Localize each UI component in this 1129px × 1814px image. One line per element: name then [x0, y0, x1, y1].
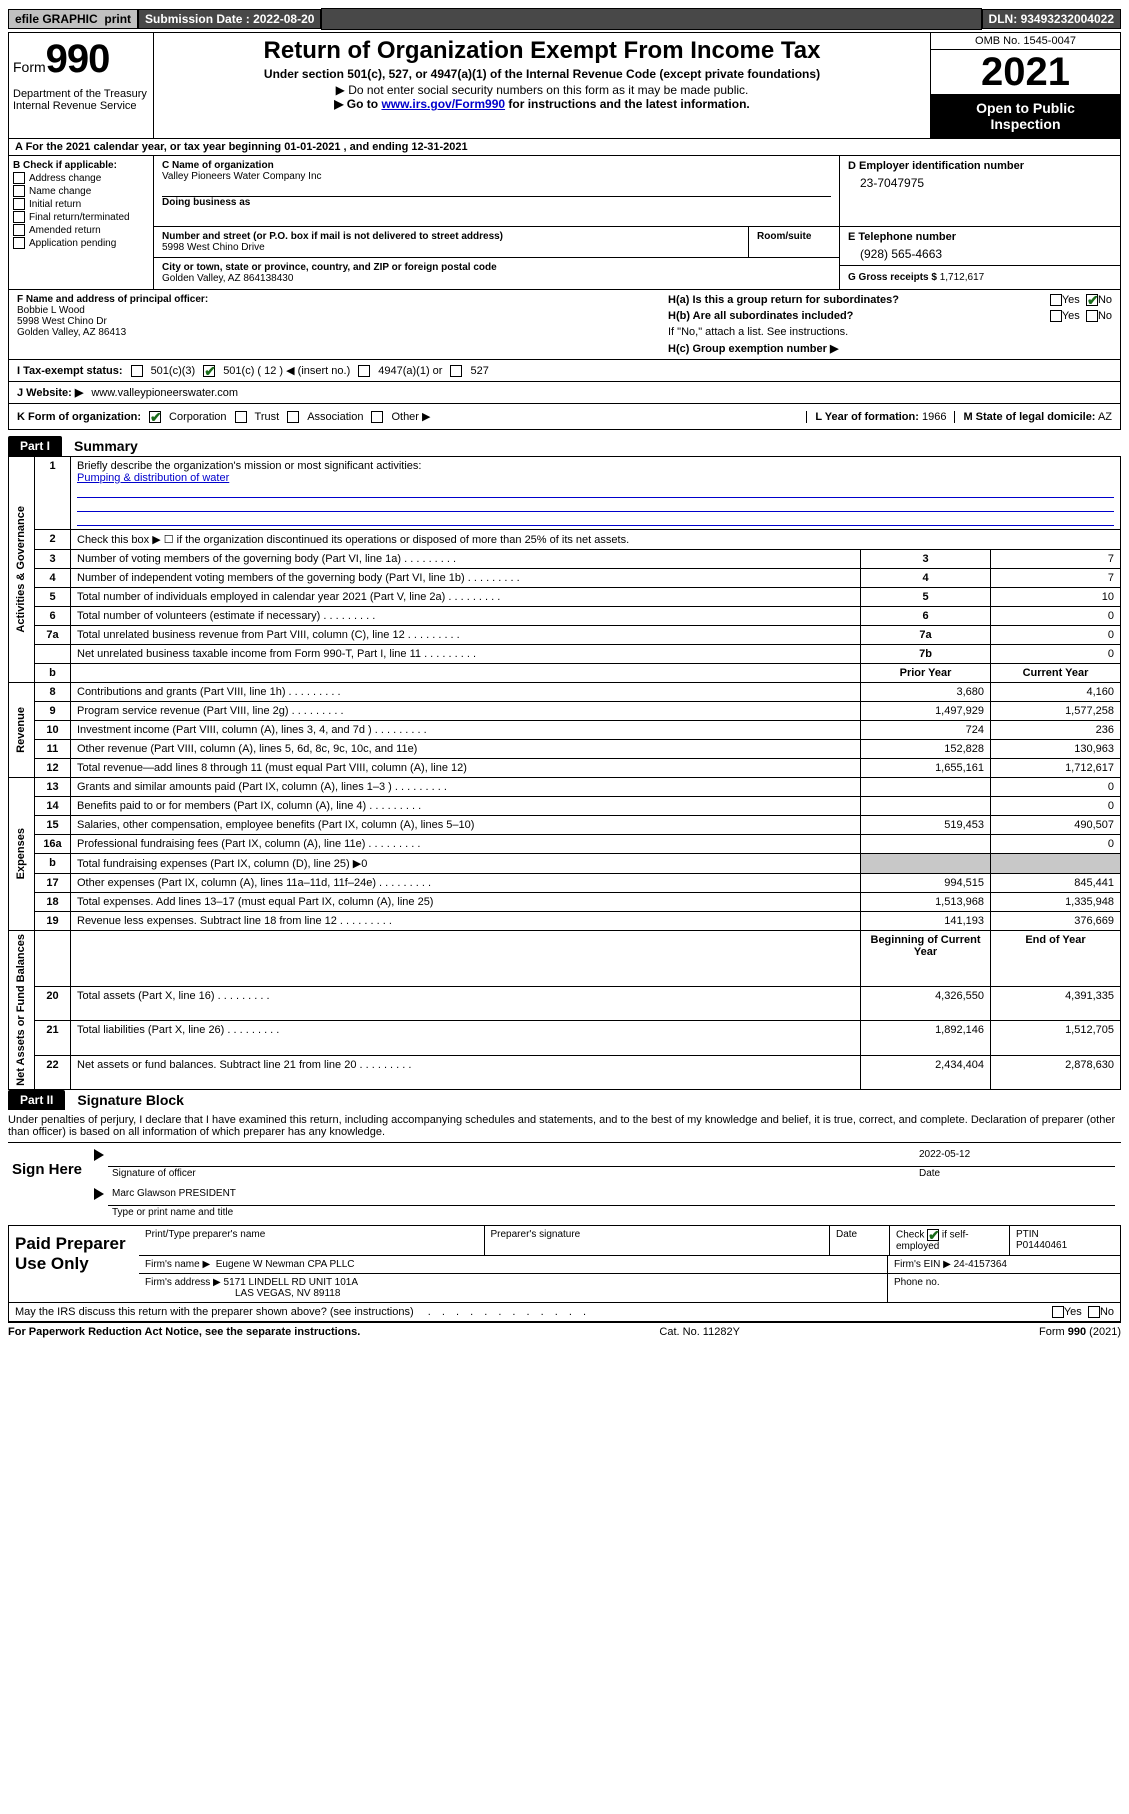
part2-title: Signature Block [65, 1092, 184, 1108]
section-h: H(a) Is this a group return for subordin… [660, 290, 1120, 359]
checkbox-501c[interactable] [203, 365, 215, 377]
row-i: I Tax-exempt status: 501(c)(3) 501(c) ( … [8, 360, 1121, 382]
omb-number: OMB No. 1545-0047 [931, 33, 1120, 50]
checkbox-other[interactable] [371, 411, 383, 423]
line-a-tax-year: A For the 2021 calendar year, or tax yea… [8, 139, 1121, 156]
checkbox-discuss-yes[interactable] [1052, 1306, 1064, 1318]
block-f-h: F Name and address of principal officer:… [8, 290, 1121, 360]
section-f: F Name and address of principal officer:… [9, 290, 660, 359]
form-note2: ▶ Go to www.irs.gov/Form990 for instruct… [162, 97, 922, 111]
department-label: Department of the Treasury Internal Reve… [13, 88, 149, 112]
sign-here-block: Sign Here 2022-05-12 Signature of office… [8, 1143, 1121, 1226]
efile-label: efile GRAPHIC print [8, 9, 138, 29]
part2-tag: Part II [8, 1090, 65, 1110]
sig-declaration: Under penalties of perjury, I declare th… [8, 1110, 1121, 1143]
checkbox-501c3[interactable] [131, 365, 143, 377]
vtab-governance: Activities & Governance [9, 457, 35, 683]
part1-tag: Part I [8, 436, 62, 456]
section-b: B Check if applicable: Address change Na… [9, 156, 154, 289]
website-value: www.valleypioneerswater.com [91, 387, 238, 399]
part1-header: Part I Summary [8, 436, 1121, 456]
phone-value: (928) 565-4663 [848, 243, 1112, 261]
checkbox-trust[interactable] [235, 411, 247, 423]
form-header: Form990 Department of the Treasury Inter… [8, 32, 1121, 139]
arrow-icon [94, 1188, 104, 1200]
efile-topbar: efile GRAPHIC print Submission Date : 20… [8, 8, 1121, 30]
paid-preparer-label: Paid Preparer Use Only [9, 1226, 139, 1302]
checkbox-self-employed[interactable] [927, 1229, 939, 1241]
street-address: 5998 West Chino Drive [162, 242, 265, 253]
section-d: D Employer identification number 23-7047… [840, 156, 1120, 226]
org-info-block: B Check if applicable: Address change Na… [8, 156, 1121, 290]
section-cde: C Name of organization Valley Pioneers W… [154, 156, 1120, 289]
mission-text: Pumping & distribution of water [77, 472, 229, 484]
header-center: Return of Organization Exempt From Incom… [154, 33, 930, 138]
row-j: J Website: ▶ www.valleypioneerswater.com [8, 382, 1121, 404]
vtab-netassets: Net Assets or Fund Balances [9, 931, 35, 1090]
checkbox-discuss-no[interactable] [1088, 1306, 1100, 1318]
dln: DLN: 93493232004022 [982, 9, 1121, 29]
irs-link[interactable]: www.irs.gov/Form990 [381, 97, 505, 111]
checkbox-final-return[interactable] [13, 211, 25, 223]
paid-preparer-block: Paid Preparer Use Only Print/Type prepar… [8, 1226, 1121, 1303]
section-c-name: C Name of organization Valley Pioneers W… [154, 156, 840, 226]
submission-date: Submission Date : 2022-08-20 [138, 9, 321, 29]
vtab-revenue: Revenue [9, 683, 35, 778]
checkbox-corp[interactable] [149, 411, 161, 423]
checkbox-hb-yes[interactable] [1050, 310, 1062, 322]
checkbox-app-pending[interactable] [13, 237, 25, 249]
checkbox-ha-no[interactable] [1086, 294, 1098, 306]
ein-value: 23-7047975 [848, 172, 1112, 190]
page-footer: For Paperwork Reduction Act Notice, see … [8, 1322, 1121, 1341]
org-name: Valley Pioneers Water Company Inc [162, 171, 322, 182]
discuss-row: May the IRS discuss this return with the… [8, 1303, 1121, 1322]
checkbox-527[interactable] [450, 365, 462, 377]
checkbox-hb-no[interactable] [1086, 310, 1098, 322]
print-link[interactable]: print [104, 12, 131, 26]
sign-here-label: Sign Here [8, 1143, 88, 1225]
checkbox-4947[interactable] [358, 365, 370, 377]
tax-year: 2021 [931, 50, 1120, 94]
gross-receipts: 1,712,617 [940, 272, 985, 283]
checkbox-amended[interactable] [13, 224, 25, 236]
form-title: Return of Organization Exempt From Incom… [162, 37, 922, 65]
text: efile GRAPHIC [15, 12, 98, 26]
form-number: Form990 [13, 37, 149, 82]
section-b-label: B Check if applicable: [13, 160, 149, 171]
checkbox-assoc[interactable] [287, 411, 299, 423]
city-state-zip: Golden Valley, AZ 864138430 [162, 273, 293, 284]
checkbox-name-change[interactable] [13, 185, 25, 197]
topbar-fill [321, 8, 981, 30]
part2-header: Part II Signature Block [8, 1090, 1121, 1110]
form-note1: ▶ Do not enter social security numbers o… [162, 83, 922, 97]
form-subtitle: Under section 501(c), 527, or 4947(a)(1)… [162, 67, 922, 81]
summary-table: Activities & Governance 1 Briefly descri… [8, 456, 1121, 1090]
checkbox-ha-yes[interactable] [1050, 294, 1062, 306]
part1-title: Summary [62, 438, 138, 454]
checkbox-initial-return[interactable] [13, 198, 25, 210]
row-k: K Form of organization: Corporation Trus… [8, 404, 1121, 430]
vtab-expenses: Expenses [9, 778, 35, 931]
header-right: OMB No. 1545-0047 2021 Open to PublicIns… [930, 33, 1120, 138]
open-public-label: Open to PublicInspection [931, 94, 1120, 138]
arrow-icon [94, 1149, 104, 1161]
header-left: Form990 Department of the Treasury Inter… [9, 33, 154, 138]
checkbox-address-change[interactable] [13, 172, 25, 184]
